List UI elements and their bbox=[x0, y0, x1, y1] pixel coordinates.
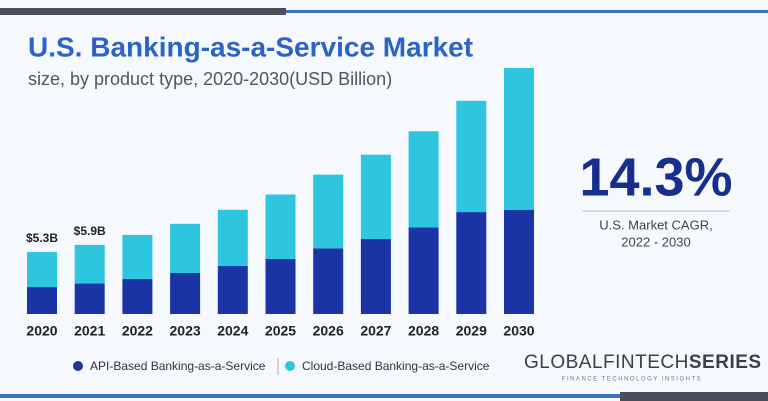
bar-segment bbox=[504, 68, 534, 210]
cagr-period: 2022 - 2030 bbox=[621, 234, 690, 249]
cagr-value: 14.3% bbox=[579, 147, 732, 207]
x-tick-label: 2024 bbox=[217, 323, 248, 339]
x-tick-label: 2026 bbox=[313, 323, 344, 339]
top-stripe bbox=[0, 8, 286, 15]
x-tick-label: 2028 bbox=[408, 323, 439, 339]
bottom-stripe bbox=[620, 392, 768, 401]
bar-segment bbox=[408, 227, 439, 314]
legend-swatch bbox=[285, 361, 295, 371]
bar-segment bbox=[265, 194, 296, 259]
bar-segment bbox=[170, 223, 201, 273]
x-tick-label: 2023 bbox=[170, 323, 201, 339]
bottom-line bbox=[0, 394, 768, 398]
top-line bbox=[286, 10, 768, 13]
bar-segment bbox=[170, 273, 201, 314]
legend-swatch bbox=[73, 361, 83, 371]
bar-segment bbox=[360, 239, 391, 314]
x-tick-label: 2029 bbox=[456, 323, 487, 339]
x-tick-label: 2022 bbox=[122, 323, 153, 339]
brand-part: SERIES bbox=[689, 352, 762, 373]
x-tick-label: 2020 bbox=[26, 323, 57, 339]
bar-segment bbox=[313, 174, 344, 249]
bar-segment bbox=[27, 251, 57, 288]
bar-segment bbox=[122, 234, 153, 279]
legend-label: API-Based Banking-as-a-Service bbox=[90, 359, 266, 373]
legend-label: Cloud-Based Banking-as-a-Service bbox=[302, 359, 490, 373]
total-label: $5.3B bbox=[26, 231, 58, 245]
brand-part: GLOBALFINTECH bbox=[524, 352, 689, 373]
bar-segment bbox=[27, 287, 57, 314]
chart-title: U.S. Banking-as-a-Service Market bbox=[28, 31, 473, 62]
bar-segment bbox=[217, 209, 248, 266]
x-tick-label: 2021 bbox=[74, 323, 105, 339]
bar-segment bbox=[217, 265, 248, 314]
bar-segment bbox=[74, 244, 105, 284]
cagr-label: U.S. Market CAGR, bbox=[599, 217, 712, 232]
bar-segment bbox=[456, 100, 487, 213]
bar-segment bbox=[408, 131, 439, 228]
bar-segment bbox=[504, 209, 534, 314]
bar-segment bbox=[122, 278, 153, 314]
bar-segment bbox=[313, 248, 344, 314]
bar-segment bbox=[456, 212, 487, 314]
x-tick-label: 2030 bbox=[503, 323, 534, 339]
x-tick-label: 2027 bbox=[360, 323, 391, 339]
total-label: $5.9B bbox=[74, 224, 106, 238]
chart-subtitle: size, by product type, 2020-2030(USD Bil… bbox=[28, 69, 392, 89]
bar-segment bbox=[74, 283, 105, 314]
bar-segment bbox=[265, 258, 296, 314]
brand-tagline: FINANCE TECHNOLOGY INSIGHTS bbox=[562, 377, 702, 383]
x-tick-label: 2025 bbox=[265, 323, 296, 339]
brand-name: GLOBALFINTECHSERIES bbox=[524, 352, 762, 373]
bar-segment bbox=[360, 154, 391, 240]
